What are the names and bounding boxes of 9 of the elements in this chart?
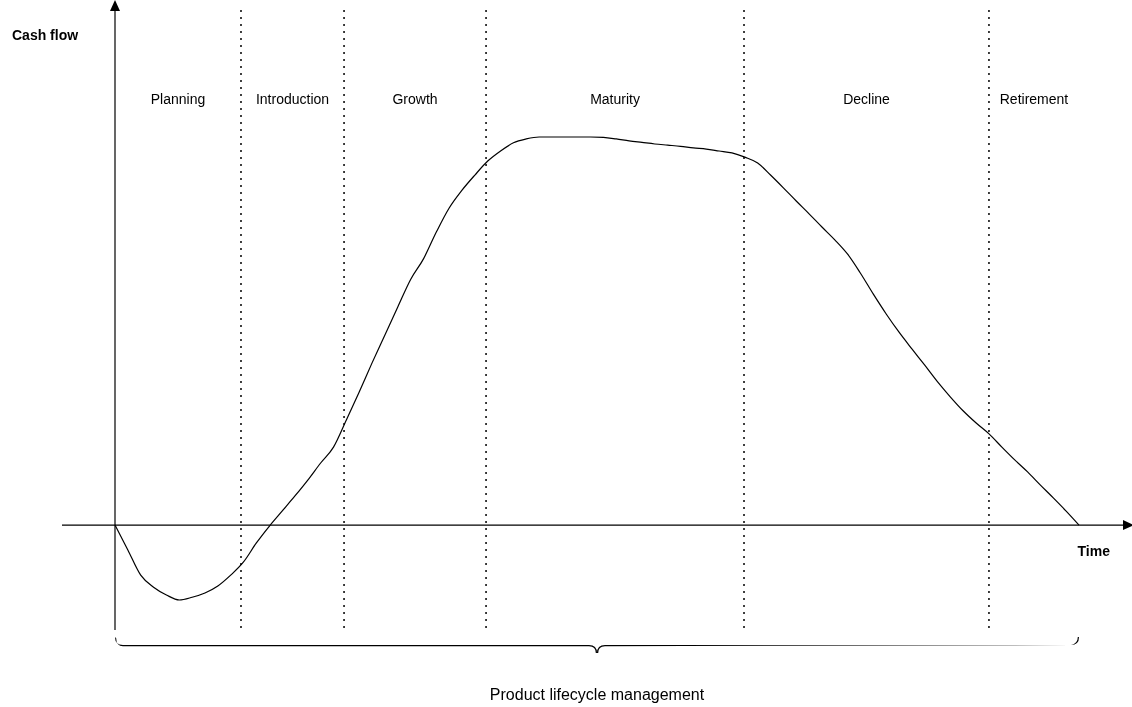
x-axis-title: Time — [1077, 543, 1111, 560]
text: Decline — [843, 91, 891, 107]
text: Growth — [392, 91, 438, 107]
text: Cash flow — [12, 27, 79, 43]
text: Product lifecycle management — [489, 686, 705, 703]
text: Retirement — [999, 91, 1069, 107]
text: Maturity — [590, 91, 640, 107]
text: Introduction — [255, 91, 330, 107]
text: Planning — [150, 91, 206, 107]
